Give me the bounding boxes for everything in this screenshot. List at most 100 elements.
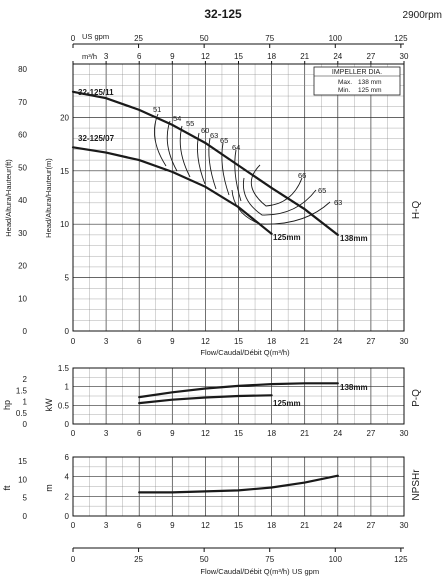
npsh-x-tick-label: 15 — [234, 521, 243, 530]
power-curve-max — [138, 382, 339, 399]
bottom-xlabel: Flow/Caudal/Débit Q(m³/h) — [200, 567, 290, 576]
top-axis: US gpm m³/h 0 25 50 75 100 125 3 6 9 12 15 18 21 24 2… — [71, 32, 409, 65]
impeller-legend-max-value: 138 mm — [358, 79, 381, 86]
npsh-x-ticks: 0 3 6 9 12 15 18 21 24 27 30 — [71, 521, 409, 530]
npsh-x-tick-label: 27 — [366, 521, 375, 530]
head-x-tick-label: 9 — [170, 337, 175, 346]
power-x-tick-label: 15 — [234, 429, 243, 438]
power-panel: 0 3 6 9 12 15 18 21 24 27 30 0 0.5 1 1.5 0 0.5 1 1.5 2 hp… — [2, 364, 422, 438]
power-side-label: P-Q — [411, 389, 422, 407]
top-gpm-tick-label: 50 — [200, 34, 209, 43]
top-gpm-tick-label: 100 — [329, 34, 343, 43]
chart-title: 32-125 — [204, 7, 242, 21]
eff-label-60: 60 — [201, 126, 209, 135]
bottom-gpm-tick-label: 75 — [265, 555, 274, 564]
power-x-tick-label: 0 — [71, 429, 76, 438]
bottom-gpm-tick-label: 0 — [71, 555, 76, 564]
head-y-m-tick-label: 5 — [65, 274, 70, 283]
npsh-ylabel-m: m — [44, 484, 54, 492]
head-y-m-tick-label: 20 — [60, 113, 69, 122]
head-xlabel: Flow/Caudal/Débit Q(m³/h) — [200, 348, 290, 357]
power-y-hp-tick-label: 1 — [23, 398, 28, 407]
top-m3h-tick-label: 30 — [400, 52, 409, 61]
top-m3h-unit-label: m³/h — [82, 52, 97, 61]
head-x-tick-label: 27 — [366, 337, 375, 346]
head-ylabel-m: Head/Altura/Hauteur(m) — [44, 158, 53, 238]
npsh-frame — [72, 456, 405, 517]
speed-label: 2900rpm — [403, 10, 442, 21]
head-y-m-tick-label: 10 — [60, 220, 69, 229]
head-y-ft-tick-label: 70 — [18, 98, 27, 107]
eff-curve-64 — [234, 149, 242, 202]
head-panel: 0 3 6 9 12 15 18 21 24 27 30 0 5 10 15 20 0 10 20 30 40 50 6… — [4, 63, 422, 357]
impeller-legend-title: IMPELLER DIA. — [332, 69, 382, 76]
top-m3h-tick-label: 24 — [333, 52, 342, 61]
npsh-x-tick-label: 9 — [170, 521, 175, 530]
top-m3h-tick-label: 15 — [234, 52, 243, 61]
impeller-legend-max-label: Max. — [338, 79, 352, 86]
top-gpm-unit-label: US gpm — [82, 32, 109, 41]
power-y-hp-tick-label: 0.5 — [16, 409, 28, 418]
npsh-grid — [72, 456, 405, 517]
head-curve-max — [71, 90, 339, 236]
power-y-kw-tick-label: 0 — [65, 420, 70, 429]
eff-label-65b: 65 — [318, 186, 326, 195]
power-end-label-max: 138mm — [340, 383, 368, 392]
power-x-tick-label: 6 — [137, 429, 142, 438]
power-curve-min — [138, 394, 273, 405]
power-x-tick-label: 18 — [267, 429, 276, 438]
power-curves — [138, 382, 339, 405]
head-y-ft-tick-label: 60 — [18, 131, 27, 140]
eff-label-65: 65 — [220, 136, 228, 145]
bottom-gpm-unit-label: US gpm — [292, 567, 319, 576]
eff-label-54: 54 — [173, 114, 181, 123]
eff-label-66: 66 — [298, 171, 306, 180]
head-x-tick-label: 0 — [71, 337, 76, 346]
power-y-ticks-hp: 0 0.5 1 1.5 2 — [16, 375, 28, 429]
npsh-x-tick-label: 3 — [104, 521, 109, 530]
head-x-tick-label: 6 — [137, 337, 142, 346]
head-x-ticks: 0 3 6 9 12 15 18 21 24 27 30 — [71, 337, 409, 346]
power-x-tick-label: 3 — [104, 429, 109, 438]
npsh-x-tick-label: 24 — [333, 521, 342, 530]
power-x-tick-label: 12 — [201, 429, 210, 438]
head-ylabel-ft: Head/Altura/Hauteur(ft) — [4, 159, 13, 237]
npsh-y-ft-tick-label: 0 — [23, 512, 28, 521]
head-y-ft-tick-label: 50 — [18, 163, 27, 172]
impeller-legend-box — [313, 66, 401, 96]
head-x-tick-label: 18 — [267, 337, 276, 346]
head-series-label-max: 32-125/11 — [78, 88, 114, 97]
eff-curve-66 — [251, 164, 303, 207]
npsh-y-ticks-m: 0 2 4 6 — [65, 453, 70, 521]
eff-label-63: 63 — [210, 131, 218, 140]
eff-label-64: 64 — [232, 143, 240, 152]
npsh-y-ticks-ft: 0 5 10 15 — [18, 457, 27, 521]
head-y-ft-tick-label: 10 — [18, 294, 27, 303]
top-m3h-tick-label: 3 — [104, 52, 109, 61]
head-y-ft-tick-label: 20 — [18, 262, 27, 271]
head-y-ticks-m: 0 5 10 15 20 — [60, 113, 69, 336]
top-gpm-tick-label: 75 — [265, 34, 274, 43]
power-y-hp-tick-label: 1.5 — [16, 386, 28, 395]
head-y-m-tick-label: 15 — [60, 167, 69, 176]
top-m3h-ticks: 3 6 9 12 15 18 21 24 27 30 — [72, 52, 409, 64]
impeller-legend-min-label: Min. — [338, 87, 350, 94]
top-gpm-tick-label: 0 — [71, 34, 76, 43]
head-end-label-max: 138mm — [340, 234, 368, 243]
eff-curve-63 — [208, 137, 217, 190]
head-x-tick-label: 15 — [234, 337, 243, 346]
head-curves — [71, 90, 339, 236]
npsh-curves — [138, 474, 339, 494]
eff-curve-65b — [242, 177, 317, 216]
npsh-y-m-tick-label: 0 — [65, 512, 70, 521]
bottom-gpm-tick-label: 125 — [394, 555, 408, 564]
head-x-tick-label: 12 — [201, 337, 210, 346]
head-side-label: H-Q — [411, 201, 422, 220]
npsh-side-label: NPSHr — [411, 469, 422, 501]
eff-label-55: 55 — [186, 119, 194, 128]
npsh-x-tick-label: 30 — [400, 521, 409, 530]
power-ylabel-kw: kW — [44, 398, 54, 412]
eff-label-63b: 63 — [334, 198, 342, 207]
